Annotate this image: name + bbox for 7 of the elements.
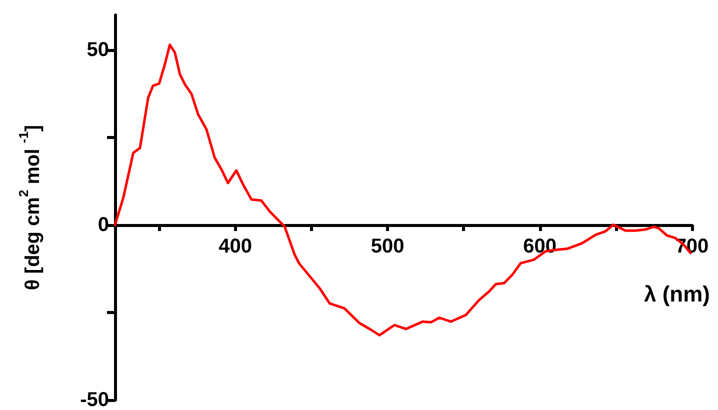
y-tick-label: 50 — [86, 39, 109, 61]
x-tick-label: 500 — [370, 236, 404, 258]
y-tick-label: -50 — [80, 389, 109, 410]
x-axis-title: λ (nm) — [644, 282, 710, 306]
x-tick-label: 400 — [218, 236, 252, 258]
y-axis-title: θ [deg cm2 mol -1] — [16, 124, 44, 290]
y-tick-label: 0 — [98, 214, 109, 236]
